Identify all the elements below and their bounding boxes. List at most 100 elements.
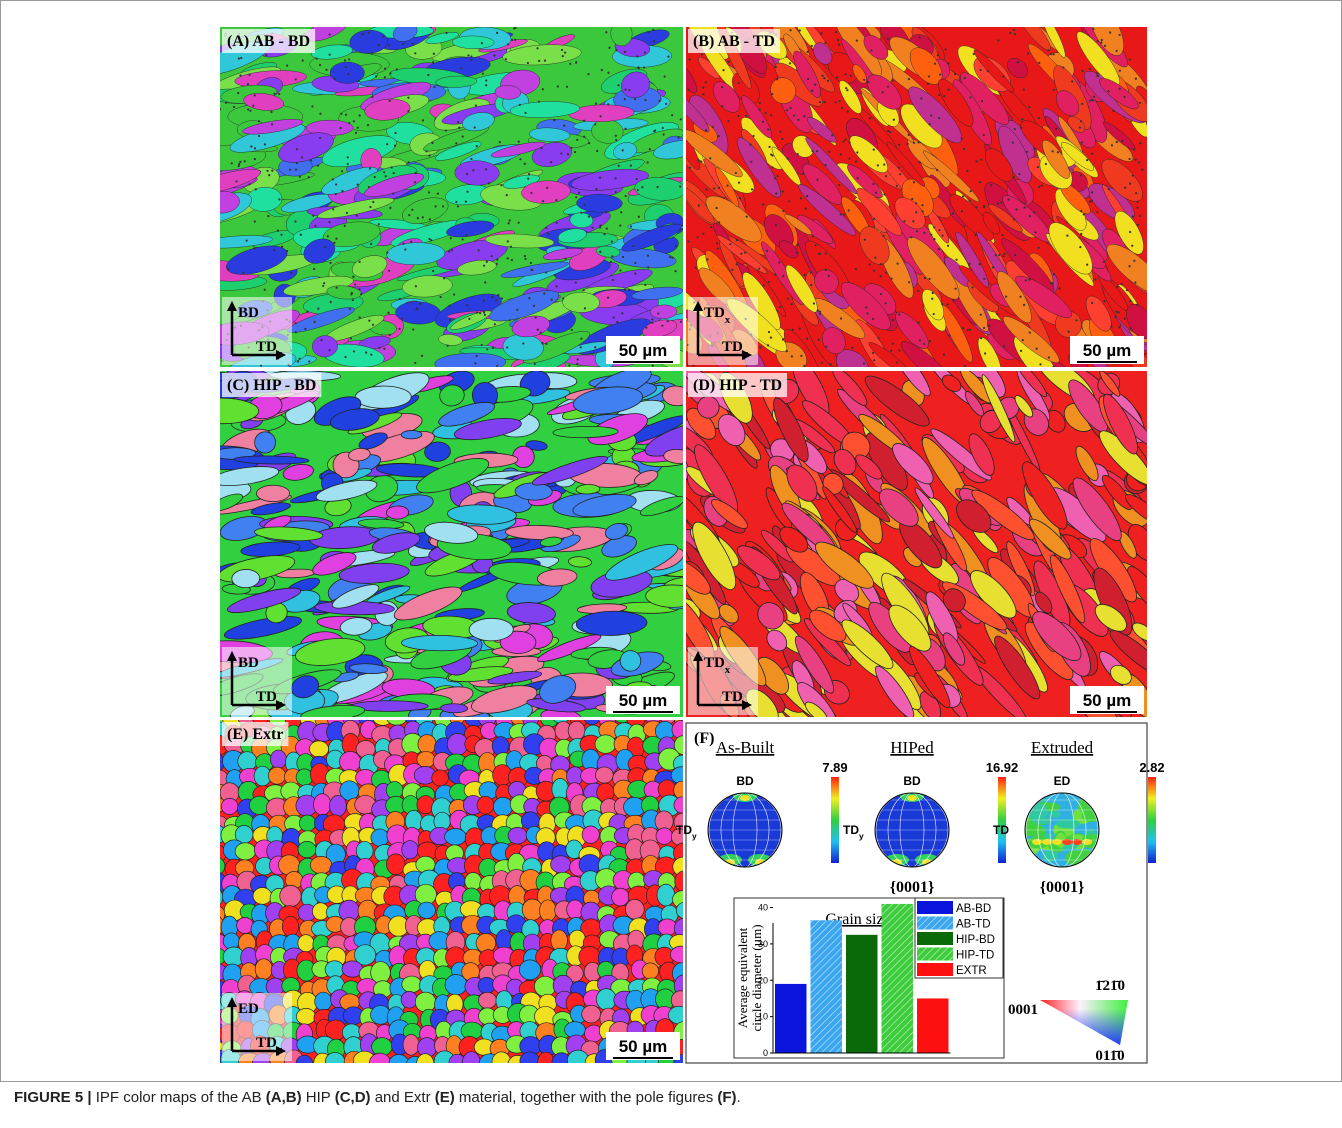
speckle	[658, 100, 660, 102]
speckle	[947, 62, 949, 64]
speckle	[721, 105, 723, 107]
speckle	[972, 286, 974, 288]
speckle	[779, 131, 781, 133]
speckle	[1050, 282, 1052, 284]
speckle	[1014, 128, 1016, 130]
speckle	[254, 220, 256, 222]
speckle	[621, 312, 623, 314]
speckle	[352, 299, 354, 301]
speckle	[983, 206, 985, 208]
speckle	[680, 118, 682, 120]
grain	[223, 933, 239, 949]
speckle	[768, 331, 770, 333]
speckle	[538, 101, 540, 103]
speckle	[857, 177, 859, 179]
speckle	[647, 31, 649, 33]
speckle	[774, 177, 776, 179]
speckle	[458, 127, 460, 129]
speckle	[1014, 254, 1016, 256]
speckle	[603, 233, 605, 235]
grain	[656, 828, 673, 844]
speckle	[908, 134, 910, 136]
speckle	[657, 312, 659, 314]
speckle	[941, 303, 943, 305]
speckle	[350, 293, 352, 295]
speckle	[574, 151, 576, 153]
speckle	[791, 355, 793, 357]
grain	[386, 854, 405, 875]
speckle	[628, 89, 630, 91]
speckle	[584, 307, 586, 309]
speckle	[1079, 127, 1081, 129]
speckle	[560, 152, 562, 154]
speckle	[952, 299, 954, 301]
speckle	[239, 161, 241, 163]
grain	[444, 828, 466, 845]
speckle	[647, 161, 649, 163]
speckle	[443, 277, 445, 279]
speckle	[389, 100, 391, 102]
speckle	[595, 103, 597, 105]
speckle	[1000, 202, 1002, 204]
y-tick-label: 40	[758, 903, 768, 913]
speckle	[1036, 348, 1038, 350]
speckle	[779, 306, 781, 308]
speckle	[281, 245, 283, 247]
grain	[418, 735, 436, 754]
speckle	[615, 191, 617, 193]
speckle	[749, 144, 751, 146]
speckle	[920, 97, 922, 99]
speckle	[264, 289, 266, 291]
speckle	[402, 243, 404, 245]
speckle	[601, 69, 603, 71]
speckle	[264, 143, 266, 145]
speckle	[530, 262, 532, 264]
speckle	[651, 318, 653, 320]
speckle	[563, 124, 565, 126]
speckle	[554, 274, 556, 276]
speckle	[890, 350, 892, 352]
speckle	[973, 53, 975, 55]
speckle	[238, 57, 240, 59]
speckle	[819, 311, 821, 313]
speckle	[1002, 76, 1004, 78]
speckle	[462, 135, 464, 137]
speckle	[908, 281, 910, 283]
speckle	[299, 358, 301, 360]
speckle	[891, 80, 893, 82]
speckle	[617, 84, 619, 86]
speckle	[599, 176, 601, 178]
speckle	[922, 210, 924, 212]
speckle	[797, 244, 799, 246]
speckle	[244, 160, 246, 162]
speckle	[596, 150, 598, 152]
speckle	[525, 258, 527, 260]
axis-label: BD	[238, 655, 259, 671]
speckle	[483, 311, 485, 313]
legend-swatch	[917, 932, 953, 945]
speckle	[667, 55, 669, 57]
speckle	[470, 55, 472, 57]
speckle	[740, 253, 742, 255]
speckle	[889, 131, 891, 133]
speckle	[488, 182, 490, 184]
speckle	[718, 187, 720, 189]
grain	[298, 841, 316, 857]
grain	[309, 741, 328, 757]
speckle	[817, 309, 819, 311]
grain	[477, 796, 494, 814]
speckle	[770, 153, 772, 155]
bar	[882, 904, 914, 1053]
speckle	[494, 323, 496, 325]
speckle	[486, 348, 488, 350]
grain	[595, 767, 613, 783]
speckle	[296, 148, 298, 150]
speckle	[500, 184, 502, 186]
speckle	[890, 277, 892, 279]
speckle	[992, 266, 994, 268]
speckle	[237, 92, 239, 94]
speckle	[797, 153, 799, 155]
speckle	[887, 38, 889, 40]
speckle	[1135, 159, 1137, 161]
speckle	[825, 164, 827, 166]
